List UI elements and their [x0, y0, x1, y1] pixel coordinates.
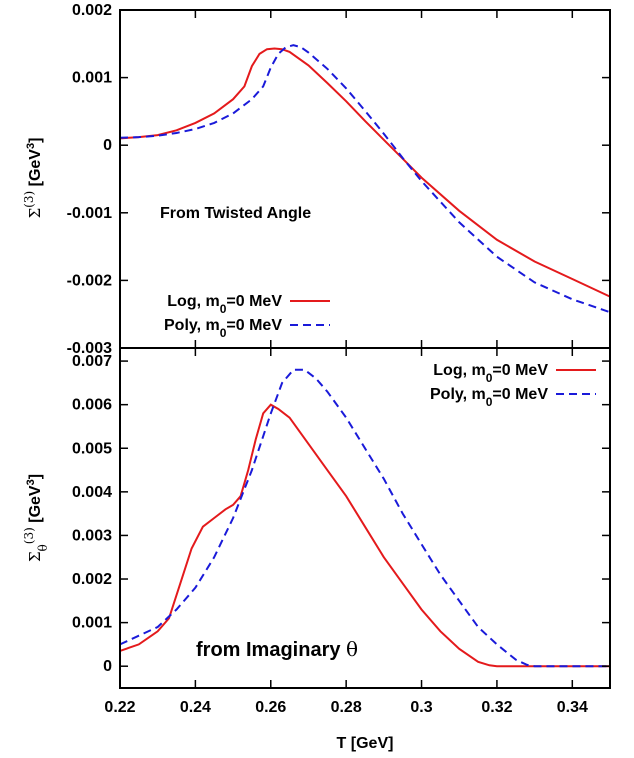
y-tick-label: 0.004: [72, 484, 112, 501]
top-annotation: From Twisted Angle: [160, 205, 311, 222]
y-tick-label: 0: [103, 137, 112, 154]
y-tick-label: 0.005: [72, 440, 112, 457]
bottom-plot-frame: [119, 347, 611, 689]
y-tick-label: 0: [103, 658, 112, 675]
x-axis-label: T [GeV]: [337, 735, 394, 752]
top-panel: -0.003 -0.002 -0.001 0 0.001 0.002 From Twist…: [22, 2, 611, 357]
y-tick-label: 0.002: [72, 2, 112, 19]
x-tick-label: 0.24: [180, 699, 211, 716]
x-tick-label: 0.3: [410, 699, 432, 716]
x-tick-label: 0.34: [557, 699, 588, 716]
x-tick-label: 0.26: [255, 699, 286, 716]
legend-entry-label: Poly, m0=0 MeV: [164, 317, 282, 340]
legend-entry-label: Poly, m0=0 MeV: [430, 386, 548, 409]
top-y-axis-label: Σ(3) [GeV3]: [22, 138, 44, 219]
series-line-poly: [119, 368, 610, 668]
y-tick-label: 0.007: [72, 353, 112, 370]
y-tick-label: 0.003: [72, 527, 112, 544]
bottom-panel: 0 0.001 0.002 0.003 0.004 0.005 0.006 0.007 0.22…: [22, 347, 611, 752]
legend-entry-label: Log, m0=0 MeV: [433, 362, 548, 385]
legend-entry-label: Log, m0=0 MeV: [167, 293, 282, 316]
y-tick-label: -0.001: [67, 205, 112, 222]
y-tick-label: 0.002: [72, 571, 112, 588]
series-line-poly: [119, 44, 611, 314]
y-tick-label: 0.001: [72, 615, 112, 632]
bottom-annotation: from Imaginary θ: [196, 637, 358, 661]
y-tick-label: 0.006: [72, 397, 112, 414]
x-tick-label: 0.32: [481, 699, 512, 716]
y-tick-label: 0.001: [72, 70, 112, 87]
bottom-y-axis-label: Σθ(3) [GeV3]: [22, 474, 50, 562]
x-tick-label: 0.22: [104, 699, 135, 716]
series-line-log: [119, 47, 611, 298]
y-tick-label: -0.003: [67, 340, 112, 357]
y-tick-label: -0.002: [67, 272, 112, 289]
series-line-log: [119, 403, 610, 668]
x-tick-label: 0.28: [331, 699, 362, 716]
